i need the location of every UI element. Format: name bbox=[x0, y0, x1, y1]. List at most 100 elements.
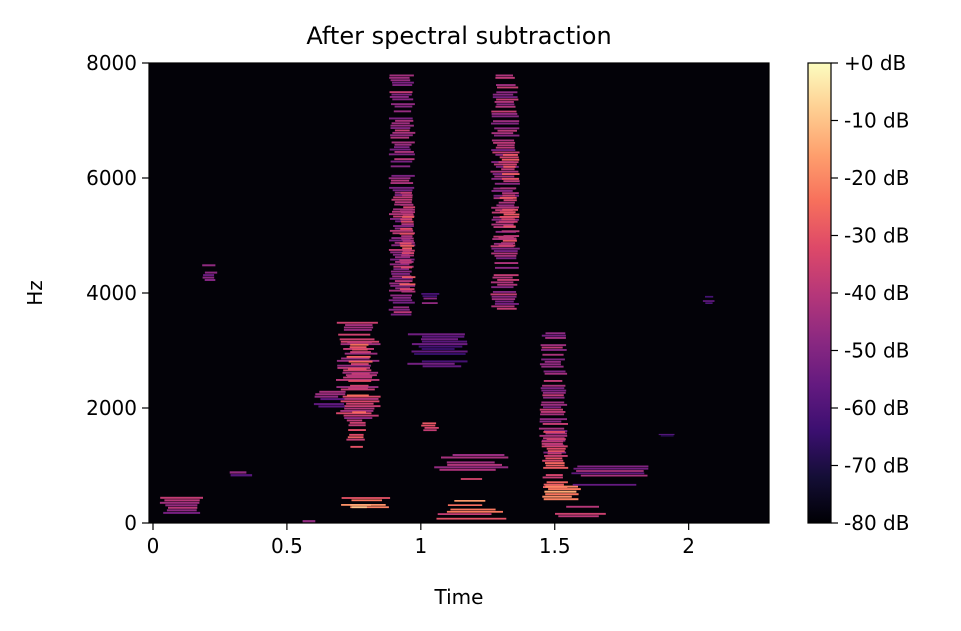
spectro-region-13-bin bbox=[421, 338, 458, 341]
spectro-region-0-bin bbox=[389, 289, 413, 292]
spectro-region-2-bin bbox=[496, 84, 516, 86]
spectro-region-1-bin bbox=[400, 228, 413, 230]
spectro-region-8-bin bbox=[540, 387, 565, 390]
x-tick-label: 2 bbox=[682, 534, 695, 558]
spectro-region-0-bin bbox=[390, 79, 411, 82]
spectro-region-1-bin bbox=[400, 203, 414, 206]
spectro-region-3-bin bbox=[502, 192, 519, 195]
spectro-region-5-bin bbox=[350, 351, 371, 353]
spectro-region-3-bin bbox=[502, 154, 518, 156]
spectro-region-4-bin bbox=[340, 410, 374, 412]
spectro-region-0-bin bbox=[389, 229, 414, 232]
spectro-region-9-bin bbox=[543, 466, 569, 469]
spectro-region-22-bin bbox=[160, 496, 203, 499]
spectro-region-0-bin bbox=[393, 225, 414, 227]
spectro-region-3-bin bbox=[503, 180, 520, 183]
spectro-region-3-bin bbox=[498, 201, 515, 204]
spectro-region-1-bin bbox=[399, 283, 416, 286]
spectro-region-13-bin bbox=[422, 365, 462, 368]
y-tick-label: 8000 bbox=[86, 51, 137, 75]
spectro-region-0-bin bbox=[391, 122, 410, 125]
y-tick-label: 0 bbox=[124, 511, 137, 535]
spectro-region-22-bin bbox=[168, 506, 198, 509]
spectro-region-5-bin bbox=[350, 384, 369, 387]
spectro-region-3-bin bbox=[498, 244, 516, 247]
spectro-region-2-bin bbox=[491, 113, 518, 115]
spectro-region-4-bin bbox=[343, 326, 374, 329]
spectro-region-4-bin bbox=[342, 371, 379, 374]
spectro-region-10-bin bbox=[422, 422, 437, 425]
spectro-region-0-bin bbox=[389, 282, 410, 285]
spectro-region-1-bin bbox=[401, 220, 414, 223]
spectro-region-3-bin bbox=[499, 211, 516, 214]
spectro-region-0-bin bbox=[390, 251, 411, 254]
spectro-region-8-bin bbox=[539, 418, 567, 421]
spectro-region-10-bin bbox=[424, 427, 439, 429]
spectro-region-0-bin bbox=[390, 179, 410, 182]
spectro-region-0-bin bbox=[389, 186, 415, 189]
spectro-region-8-bin bbox=[541, 365, 564, 368]
spectro-region-3-bin bbox=[498, 206, 519, 209]
plot-area bbox=[149, 63, 769, 523]
spectro-region-0-bin bbox=[389, 91, 413, 94]
x-tick-label: 1.5 bbox=[539, 534, 571, 558]
spectro-region-2-bin bbox=[496, 98, 519, 101]
spectro-region-14-bin bbox=[452, 454, 505, 456]
spectro-region-2-bin bbox=[491, 295, 517, 298]
spectro-region-1-bin bbox=[402, 216, 414, 218]
spectro-region-2-bin bbox=[497, 279, 520, 281]
colorbar-tick-label: -70 dB bbox=[844, 454, 909, 478]
spectro-region-4-bin bbox=[342, 395, 381, 398]
spectro-region-0-bin bbox=[393, 306, 410, 309]
spectro-region-2-bin bbox=[495, 76, 515, 79]
spectro-region-9-bin bbox=[546, 447, 566, 450]
spectro-region-2-bin bbox=[493, 274, 519, 277]
spectro-region-8-bin bbox=[539, 363, 561, 366]
spectro-region-20-bin bbox=[545, 493, 579, 496]
spectro-region-1-bin bbox=[399, 242, 412, 245]
spectro-region-13-bin bbox=[421, 360, 468, 363]
spectro-region-8-bin bbox=[542, 391, 566, 394]
spectro-region-0-bin bbox=[388, 299, 413, 302]
spectro-region-0-bin bbox=[388, 177, 411, 180]
spectro-region-5-bin bbox=[348, 380, 372, 382]
spectro-region-4-bin bbox=[344, 407, 375, 410]
spectro-region-19-bin bbox=[447, 504, 483, 506]
spectro-region-2-bin bbox=[495, 300, 514, 303]
spectro-region-2-bin bbox=[492, 291, 517, 293]
spectro-region-2-bin bbox=[497, 129, 517, 132]
spectro-region-9-bin bbox=[541, 443, 563, 445]
spectro-region-7-bin bbox=[346, 438, 365, 441]
spectro-region-6-bin bbox=[314, 395, 339, 398]
spectro-region-8-bin bbox=[540, 344, 567, 347]
spectro-region-3-bin bbox=[501, 158, 520, 161]
spectro-region-0-bin bbox=[391, 103, 415, 106]
spectro-region-2-bin bbox=[490, 170, 519, 173]
spectro-region-13-bin bbox=[411, 350, 468, 353]
spectro-region-5-bin bbox=[351, 372, 370, 375]
spectro-region-9-bin bbox=[545, 462, 565, 464]
spectro-region-0-bin bbox=[393, 311, 412, 314]
spectro-region-3-bin bbox=[501, 242, 516, 245]
spectro-region-3-bin bbox=[501, 230, 520, 233]
spectro-region-12-bin bbox=[421, 302, 438, 304]
spectro-region-0-bin bbox=[391, 198, 413, 201]
spectro-region-25-bin bbox=[230, 474, 253, 477]
spectro-region-1-bin bbox=[402, 276, 416, 279]
spectro-region-0-bin bbox=[389, 74, 414, 77]
spectro-region-0-bin bbox=[394, 201, 412, 204]
spectro-region-13-bin bbox=[422, 335, 465, 338]
spectro-region-7-bin bbox=[349, 433, 364, 436]
x-tick-label: 0.5 bbox=[271, 534, 303, 558]
spectro-region-8-bin bbox=[540, 413, 565, 416]
spectro-region-3-bin bbox=[502, 163, 517, 166]
spectro-region-2-bin bbox=[491, 149, 516, 151]
spectro-region-2-bin bbox=[491, 247, 520, 250]
colorbar-tick-label: -50 dB bbox=[844, 339, 909, 363]
spectrogram-marks bbox=[159, 74, 715, 523]
spectro-region-12-bin bbox=[422, 295, 438, 298]
spectro-region-0-bin bbox=[394, 158, 415, 161]
y-tick-label: 6000 bbox=[86, 166, 137, 190]
spectro-region-2-bin bbox=[491, 122, 519, 125]
spectro-region-14-bin bbox=[446, 461, 495, 464]
